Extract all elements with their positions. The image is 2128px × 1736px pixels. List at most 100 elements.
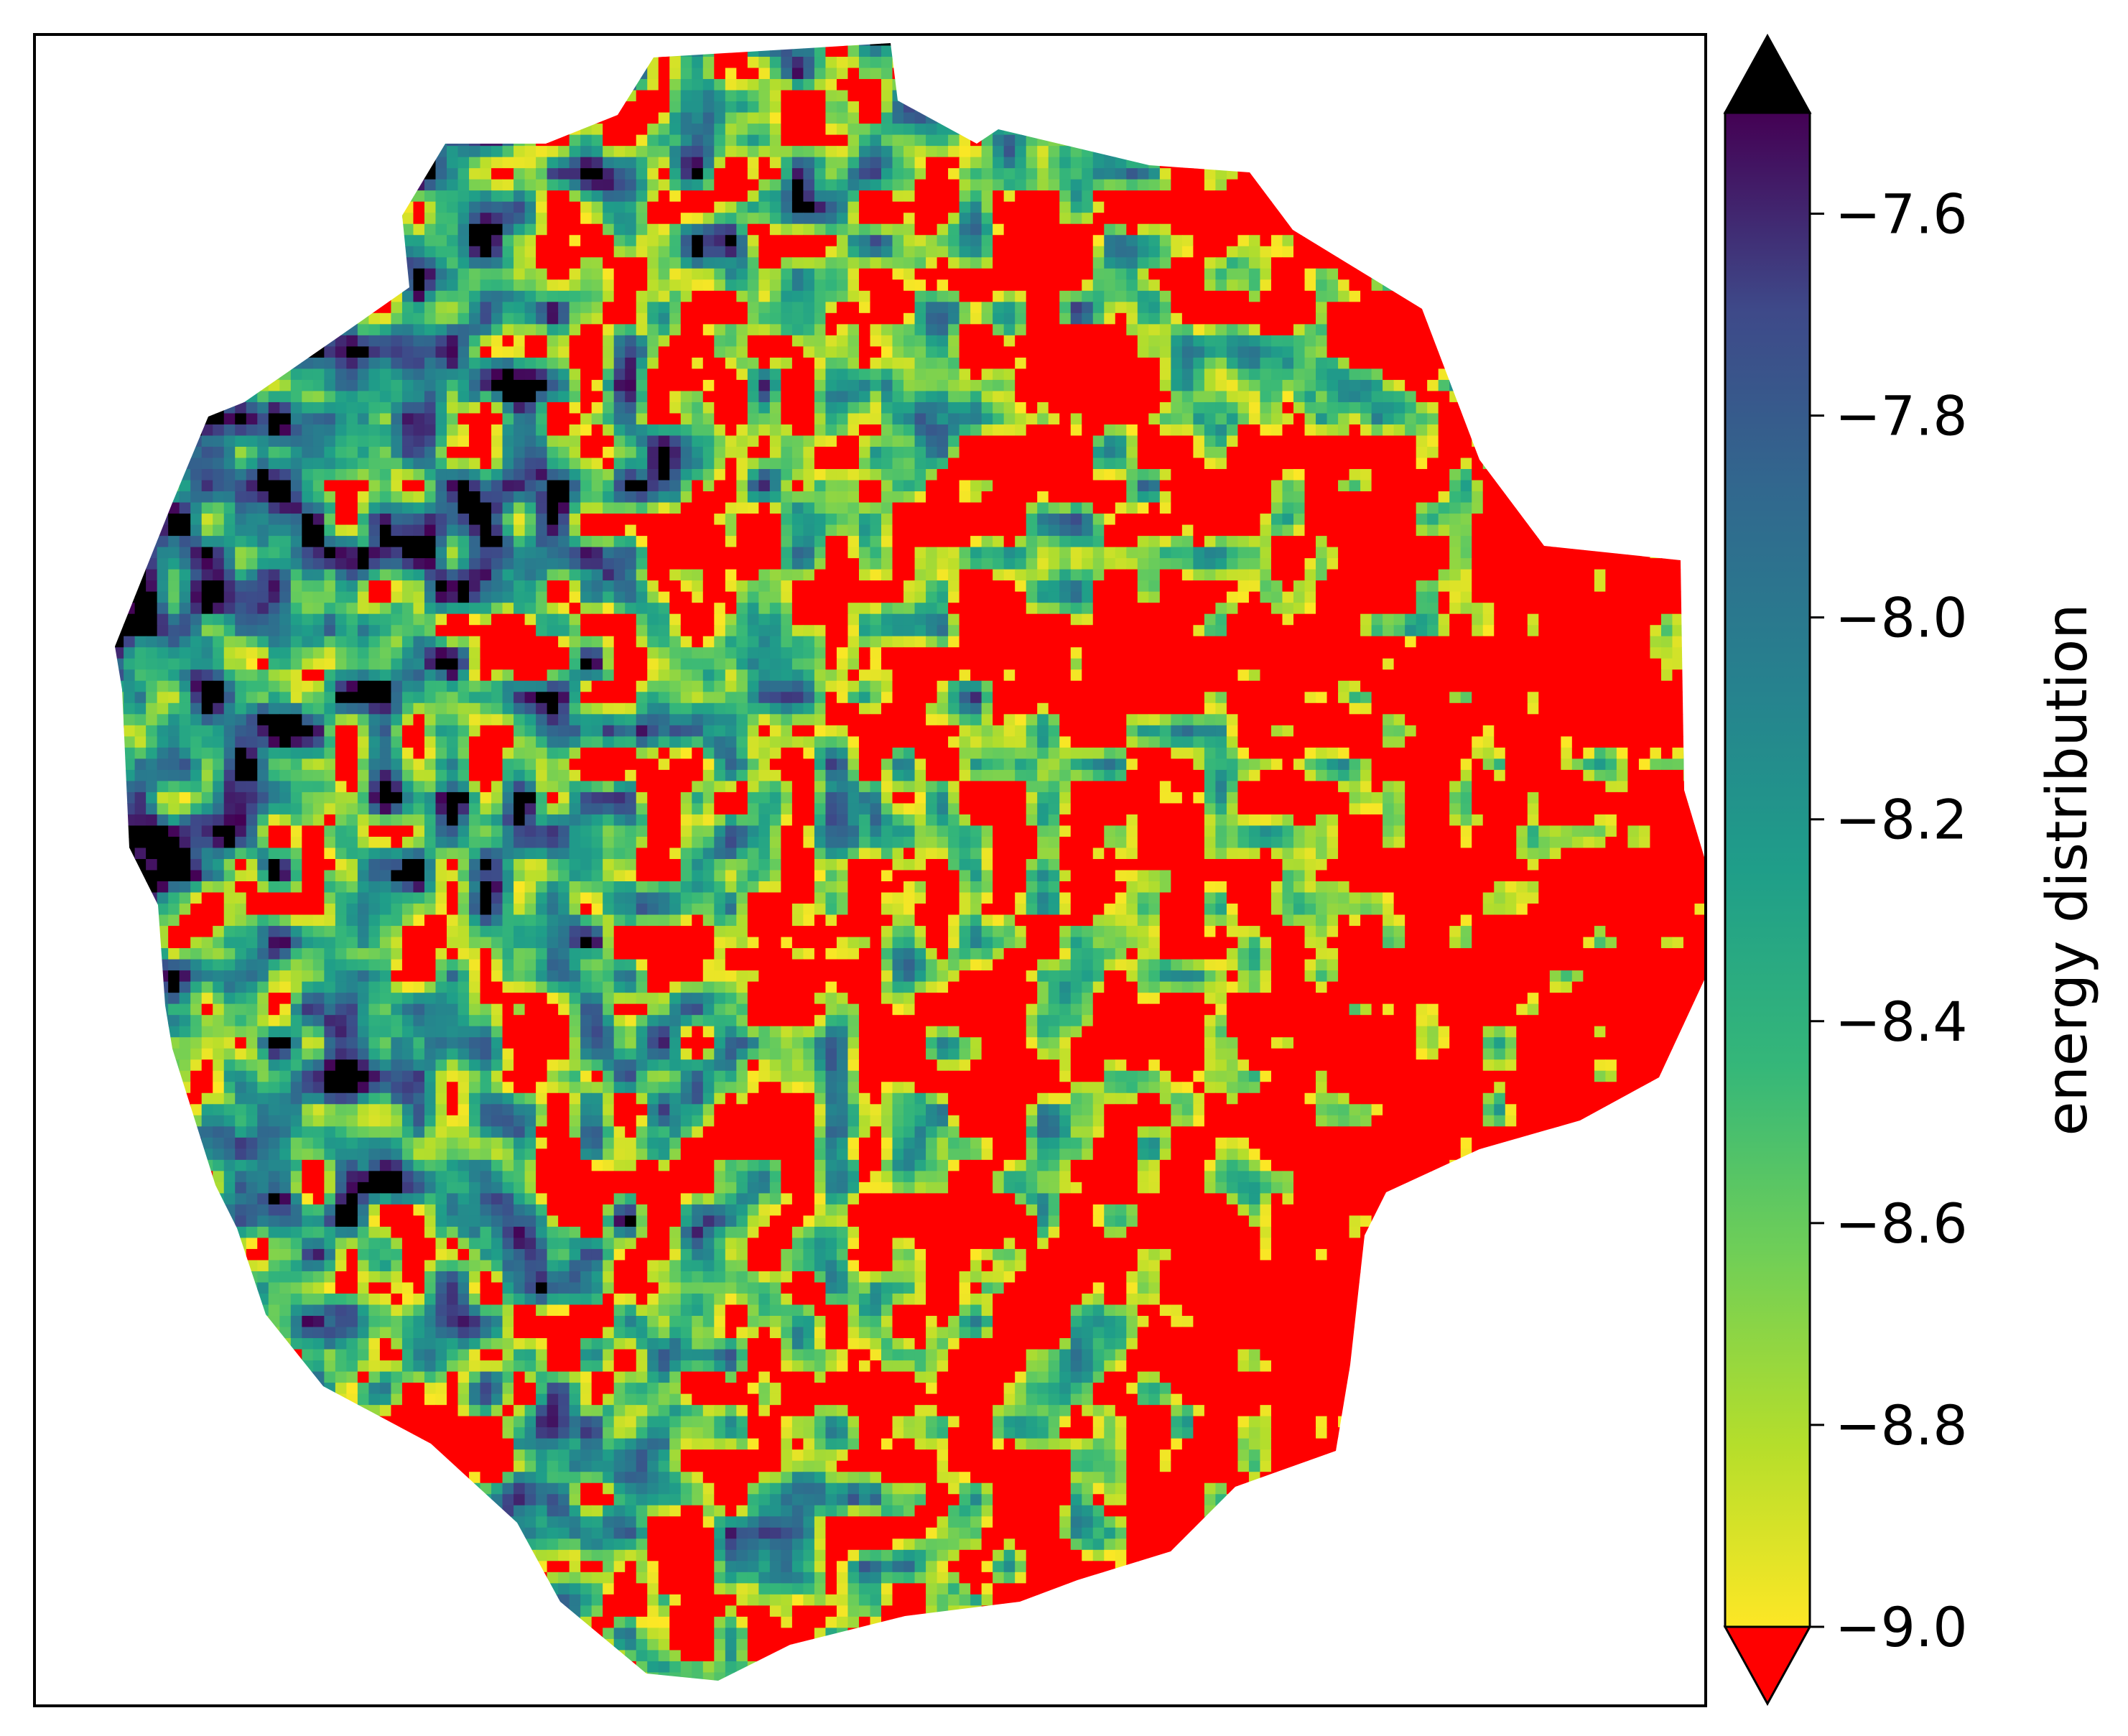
heatmap-cell (692, 302, 704, 314)
heatmap-cell (747, 124, 759, 136)
heatmap-cell (536, 302, 548, 314)
heatmap-cell (814, 213, 827, 225)
heatmap-cell (1171, 324, 1183, 336)
heatmap-cell (1383, 379, 1395, 392)
heatmap-cell (613, 391, 626, 403)
heatmap-cell (736, 391, 748, 403)
heatmap-cell (937, 168, 949, 180)
heatmap-cell (558, 279, 570, 292)
heatmap-cell (1360, 357, 1372, 369)
heatmap-cell (858, 257, 871, 269)
heatmap-cell (536, 213, 548, 225)
heatmap-cell (736, 213, 748, 225)
heatmap-cell (769, 324, 781, 336)
heatmap-cell (692, 146, 704, 158)
heatmap-cell (1405, 324, 1417, 336)
heatmap-cell (758, 179, 771, 191)
heatmap-cell (391, 335, 403, 347)
heatmap-cell (747, 357, 759, 369)
heatmap-cell (1003, 168, 1016, 180)
heatmap-cell (1349, 346, 1361, 358)
heatmap-cell (658, 312, 670, 325)
heatmap-cell (669, 324, 682, 336)
heatmap-cell (1015, 391, 1027, 403)
heatmap-cell (1137, 279, 1149, 292)
heatmap-cell (1104, 357, 1116, 369)
heatmap-cell (714, 168, 726, 180)
heatmap-cell (647, 246, 659, 258)
heatmap-cell (747, 146, 759, 158)
heatmap-cell (1316, 290, 1328, 302)
heatmap-cell (736, 68, 748, 80)
heatmap-cell (791, 134, 804, 147)
heatmap-cell (758, 279, 771, 292)
heatmap-cell (847, 357, 860, 369)
heatmap-cell (803, 279, 815, 292)
heatmap-cell (903, 391, 916, 403)
heatmap-cell (993, 134, 1005, 147)
heatmap-cell (379, 368, 392, 381)
heatmap-cell (290, 379, 302, 392)
heatmap-cell (1126, 346, 1138, 358)
heatmap-cell (858, 223, 871, 236)
heatmap-cell (469, 290, 481, 302)
heatmap-cell (435, 379, 447, 392)
heatmap-cell (836, 257, 849, 269)
heatmap-cell (1104, 368, 1116, 381)
heatmap-cell (1193, 223, 1205, 236)
heatmap-cell (1104, 346, 1116, 358)
heatmap-cell (446, 401, 459, 414)
heatmap-cell (346, 335, 358, 347)
heatmap-cell (1204, 246, 1217, 258)
heatmap-cell (457, 379, 470, 392)
heatmap-cell (948, 324, 960, 336)
heatmap-cell (769, 79, 781, 91)
heatmap-cell (769, 190, 781, 203)
heatmap-cell (803, 335, 815, 347)
heatmap-cell (692, 168, 704, 180)
heatmap-cell (446, 302, 459, 314)
heatmap-cell (1438, 379, 1450, 392)
heatmap-cell (658, 379, 670, 392)
heatmap-cell (324, 357, 336, 369)
heatmap-cell (1026, 324, 1038, 336)
heatmap-cell (413, 279, 425, 292)
heatmap-cell (1148, 290, 1161, 302)
heatmap-cell (457, 201, 470, 213)
heatmap-cell (680, 124, 692, 136)
heatmap-cell (736, 368, 748, 381)
heatmap-cell (424, 346, 437, 358)
heatmap-cell (736, 146, 748, 158)
heatmap-cell (814, 179, 827, 191)
heatmap-cell (702, 324, 715, 336)
heatmap-cell (725, 157, 737, 169)
heatmap-cell (446, 268, 459, 280)
heatmap-cell (1282, 368, 1294, 381)
heatmap-cell (491, 357, 503, 369)
heatmap-cell (625, 223, 637, 236)
heatmap-cell (1215, 179, 1227, 191)
heatmap-cell (937, 290, 949, 302)
heatmap-cell (836, 335, 849, 347)
heatmap-cell (981, 246, 993, 258)
heatmap-cell (603, 312, 615, 325)
heatmap-cell (1082, 223, 1094, 236)
heatmap-cell (401, 357, 414, 369)
heatmap-cell (692, 235, 704, 247)
heatmap-cell (1171, 279, 1183, 292)
heatmap-cell (524, 346, 536, 358)
heatmap-cell (747, 235, 759, 247)
heatmap-cell (914, 268, 926, 280)
heatmap-cell (858, 357, 871, 369)
heatmap-cell (357, 379, 369, 392)
heatmap-cell (1148, 379, 1161, 392)
heatmap-cell (736, 324, 748, 336)
heatmap-cell (569, 379, 581, 392)
heatmap-cell (536, 201, 548, 213)
heatmap-cell (569, 213, 581, 225)
heatmap-cell (536, 391, 548, 403)
heatmap-cell (524, 179, 536, 191)
heatmap-cell (791, 101, 804, 113)
heatmap-cell (692, 213, 704, 225)
heatmap-cell (591, 346, 603, 358)
